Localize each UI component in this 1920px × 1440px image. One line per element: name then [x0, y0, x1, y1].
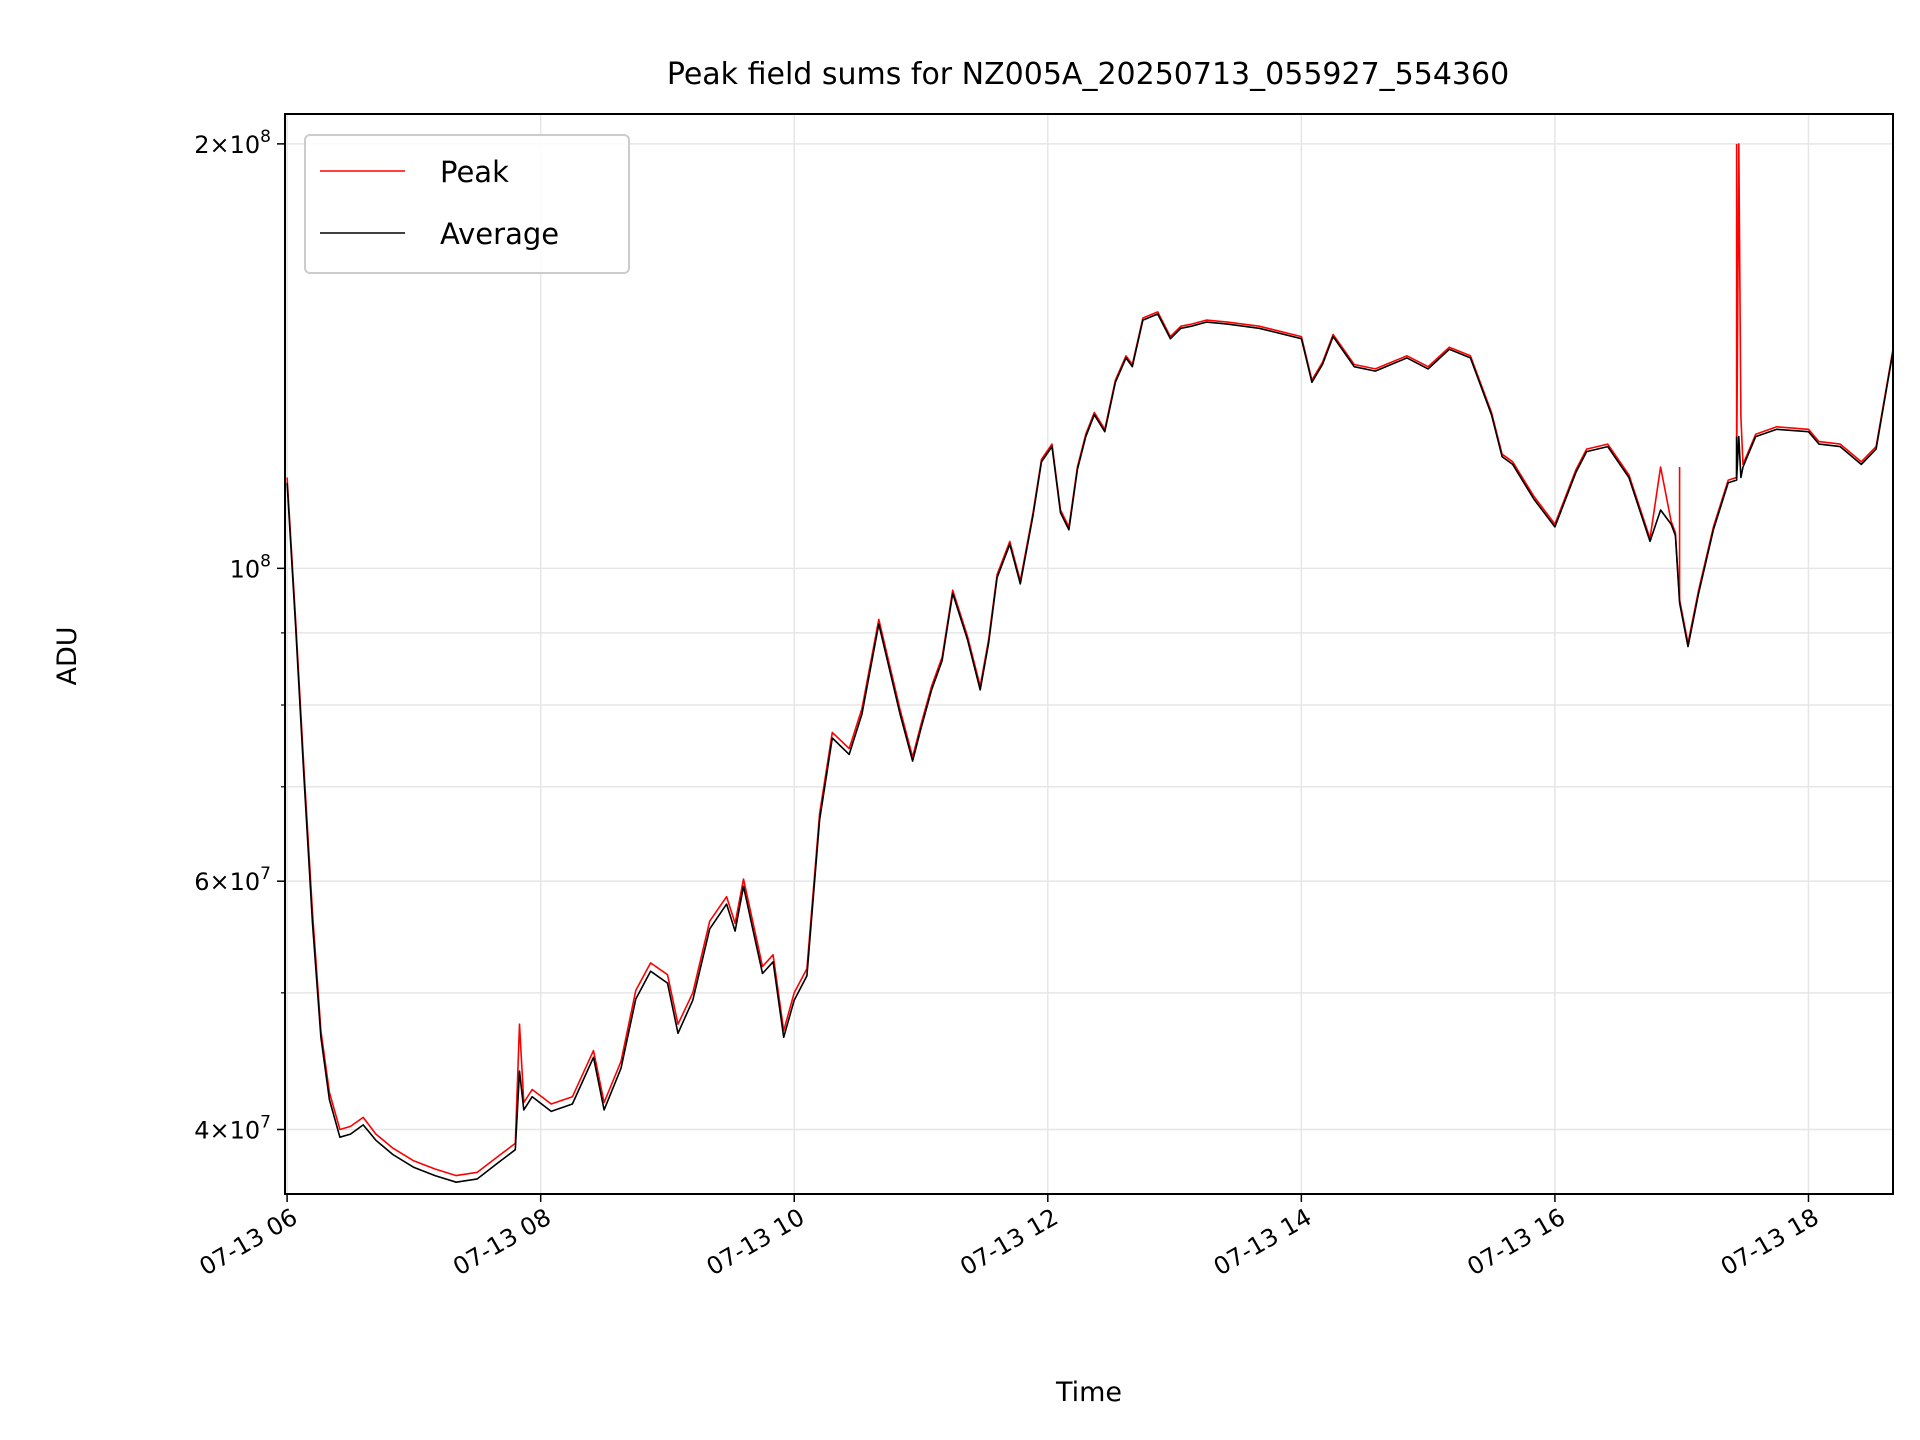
legend: Peak Average — [304, 134, 630, 274]
chart-title: Peak field sums for NZ005A_20250713_0559… — [667, 57, 1509, 92]
x-axis-label: Time — [1055, 1377, 1122, 1408]
plot-frame — [284, 113, 1894, 1195]
legend-label-average: Average — [440, 217, 559, 251]
y-tick-label: 2×108 — [194, 127, 271, 159]
legend-box — [304, 134, 630, 274]
y-tick-label: 6×107 — [194, 864, 271, 896]
series-line-peak — [286, 143, 1894, 1177]
legend-label-peak: Peak — [440, 155, 509, 189]
y-axis-label: ADU — [52, 626, 83, 685]
grid — [285, 114, 1893, 1194]
y-tick-label: 4×107 — [194, 1112, 271, 1144]
y-tick-label: 108 — [230, 551, 271, 583]
plot-lines — [286, 143, 1894, 1183]
series-line-average — [286, 313, 1894, 1183]
